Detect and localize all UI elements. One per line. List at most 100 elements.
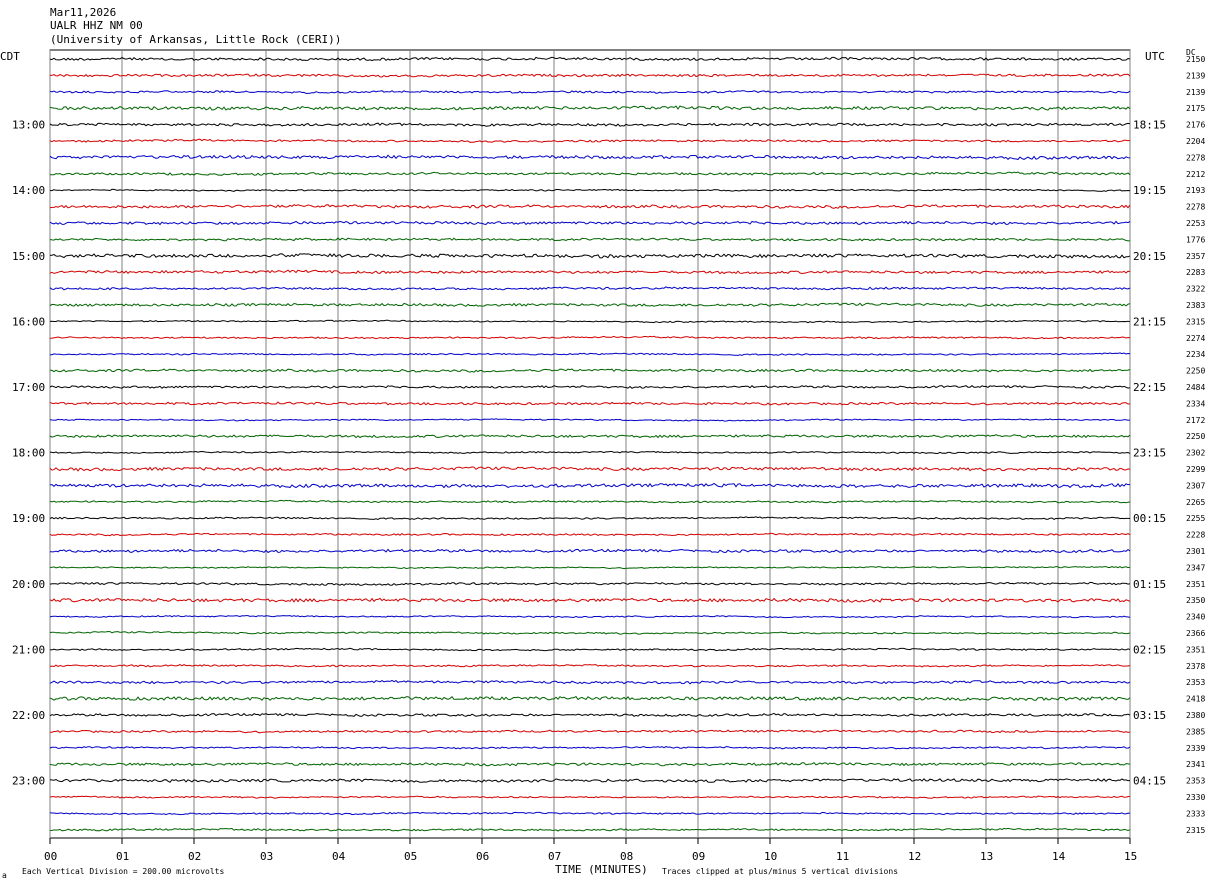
axes-labels: CDT UTC DC TIME (MINUTES) Each Vertical … xyxy=(0,48,1205,880)
dc-offset-label: 2378 xyxy=(1186,662,1205,671)
seismic-trace xyxy=(49,664,1131,668)
seismic-trace xyxy=(49,630,1131,635)
seismic-trace xyxy=(49,269,1131,275)
x-tick-label: 01 xyxy=(116,850,129,863)
cdt-hour-label: 14:00 xyxy=(12,184,45,197)
seismic-trace xyxy=(49,73,1131,78)
x-tick-label: 08 xyxy=(620,850,633,863)
dc-offset-label: 2350 xyxy=(1186,596,1205,605)
dc-offset-label: 2330 xyxy=(1186,793,1205,802)
seismic-trace xyxy=(49,319,1131,324)
dc-offset-label: 2351 xyxy=(1186,645,1205,654)
cdt-hour-label: 18:00 xyxy=(12,447,45,460)
dc-offset-label: 2139 xyxy=(1186,88,1205,97)
cdt-hour-label: 19:00 xyxy=(12,512,45,525)
seismic-trace xyxy=(49,615,1131,619)
dc-offset-label: 2322 xyxy=(1186,285,1205,294)
dc-offset-label: 2301 xyxy=(1186,547,1205,556)
utc-hour-label: 22:15 xyxy=(1133,381,1166,394)
seismic-trace xyxy=(49,795,1131,799)
seismic-trace xyxy=(49,746,1131,750)
seismic-trace xyxy=(49,401,1131,406)
seismic-trace xyxy=(49,105,1131,111)
dc-offset-label: 2255 xyxy=(1186,514,1205,523)
dc-offset-label: 2341 xyxy=(1186,760,1205,769)
dc-offset-label: 2212 xyxy=(1186,170,1205,179)
seismic-trace xyxy=(49,695,1131,702)
dc-offset-label: 2175 xyxy=(1186,104,1205,113)
scale-note: Each Vertical Division = 200.00 microvol… xyxy=(22,867,224,876)
dc-offset-label: 2204 xyxy=(1186,137,1205,146)
seismic-trace xyxy=(49,548,1131,554)
utc-hour-label: 21:15 xyxy=(1133,315,1166,328)
dc-offset-label: 2339 xyxy=(1186,744,1205,753)
x-tick-label: 07 xyxy=(548,850,561,863)
seismic-trace xyxy=(50,352,1131,356)
seismic-trace xyxy=(49,466,1131,472)
dc-offset-label: 2234 xyxy=(1186,350,1205,359)
station-code: UALR HHZ NM 00 xyxy=(50,19,143,32)
dc-offset-label: 2250 xyxy=(1186,432,1205,441)
clip-note: Traces clipped at plus/minus 5 vertical … xyxy=(662,867,898,876)
x-tick-label: 06 xyxy=(476,850,489,863)
dc-offset-label: 2315 xyxy=(1186,317,1205,326)
x-tick-label: 15 xyxy=(1124,850,1137,863)
cdt-axis-label: CDT xyxy=(0,50,20,63)
chart-date: Mar11,2026 xyxy=(50,6,117,19)
seismic-trace xyxy=(49,679,1131,685)
dc-offset-label: 2380 xyxy=(1186,711,1205,720)
seismic-trace xyxy=(49,335,1131,340)
utc-hour-label: 02:15 xyxy=(1133,643,1166,656)
seismic-trace xyxy=(49,712,1131,717)
dc-offset-label: 2274 xyxy=(1186,334,1205,343)
utc-hour-label: 18:15 xyxy=(1133,119,1166,132)
dc-offset-label: 2418 xyxy=(1186,695,1205,704)
x-tick-label: 12 xyxy=(908,850,921,863)
utc-axis-label: UTC xyxy=(1145,50,1165,63)
seismic-trace xyxy=(49,499,1131,504)
dc-offset-label: 2347 xyxy=(1186,563,1205,572)
x-tick-label: 02 xyxy=(188,850,201,863)
x-tick-label: 09 xyxy=(692,850,705,863)
dc-offset-label: 2334 xyxy=(1186,399,1205,408)
seismic-trace xyxy=(49,253,1131,259)
seismic-trace xyxy=(49,138,1131,143)
dc-offset-label: 2139 xyxy=(1186,71,1205,80)
seismic-trace xyxy=(49,188,1131,192)
seismic-trace xyxy=(49,482,1131,489)
plot-frame xyxy=(49,49,1131,839)
dc-offset-label: 2351 xyxy=(1186,580,1205,589)
utc-hour-label: 23:15 xyxy=(1133,447,1166,460)
dc-offset-label: 2353 xyxy=(1186,678,1205,687)
dc-offset-label: 2484 xyxy=(1186,383,1205,392)
seismic-trace xyxy=(49,581,1131,586)
seismic-trace xyxy=(49,368,1131,373)
x-tick-label: 04 xyxy=(332,850,346,863)
x-tick-label: 11 xyxy=(836,850,849,863)
utc-hour-label: 04:15 xyxy=(1133,775,1166,788)
seismic-trace xyxy=(49,450,1131,455)
utc-hour-label: 19:15 xyxy=(1133,184,1166,197)
seismic-trace xyxy=(49,418,1131,422)
utc-hour-label: 20:15 xyxy=(1133,250,1166,263)
dc-offset-label: 2333 xyxy=(1186,809,1205,818)
cdt-hour-label: 13:00 xyxy=(12,119,45,132)
corner-mark: a xyxy=(2,871,7,880)
cdt-hour-label: 21:00 xyxy=(12,643,45,656)
cdt-hour-label: 22:00 xyxy=(12,709,45,722)
dc-offset-label: 2366 xyxy=(1186,629,1205,638)
seismic-trace xyxy=(49,762,1131,767)
dc-offset-label: 2383 xyxy=(1186,301,1205,310)
seismic-trace xyxy=(49,811,1131,816)
dc-offset-label: 2283 xyxy=(1186,268,1205,277)
x-axis-title: TIME (MINUTES) xyxy=(555,863,648,876)
dc-offset-label: 2299 xyxy=(1186,465,1205,474)
seismic-trace xyxy=(49,778,1130,783)
utc-hour-label: 01:15 xyxy=(1133,578,1166,591)
dc-offset-label: 1776 xyxy=(1186,235,1205,244)
seismic-trace xyxy=(49,597,1131,603)
utc-hour-label: 03:15 xyxy=(1133,709,1166,722)
seismic-trace xyxy=(49,122,1131,127)
x-tick-label: 14 xyxy=(1052,850,1066,863)
